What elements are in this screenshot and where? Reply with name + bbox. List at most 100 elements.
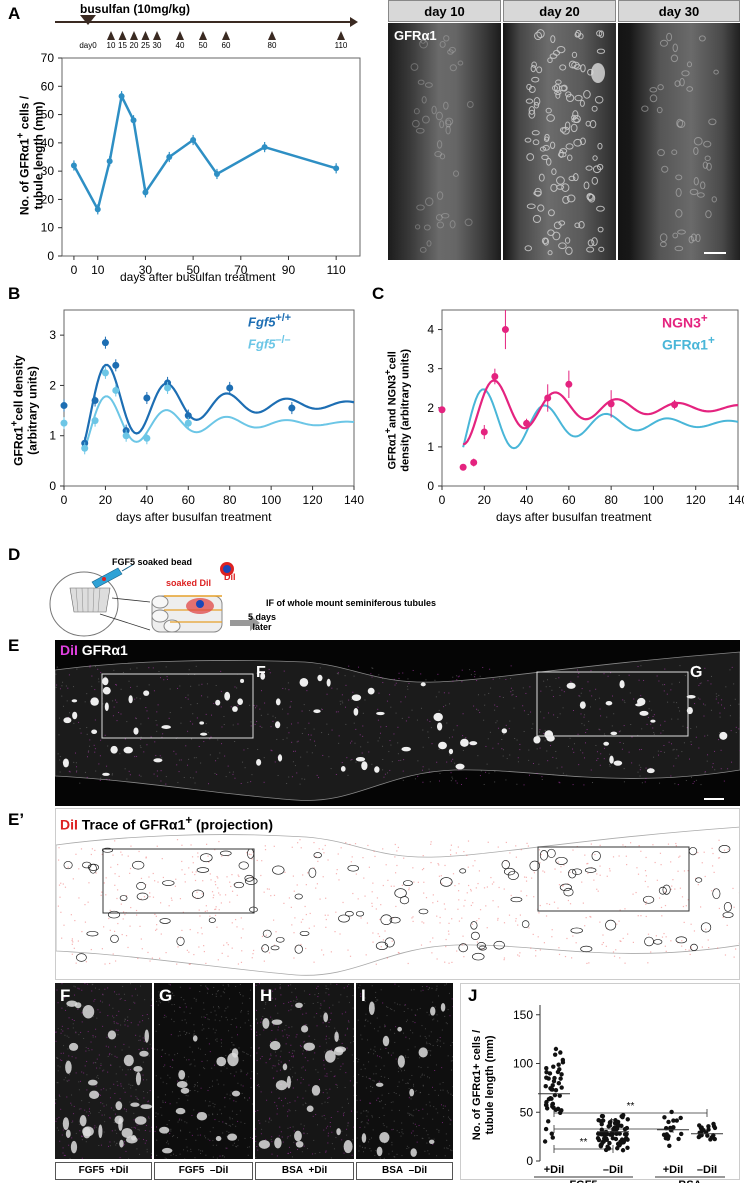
speckle bbox=[73, 1105, 75, 1107]
speckle bbox=[559, 694, 561, 696]
speckle bbox=[276, 1070, 278, 1072]
speckle bbox=[59, 1059, 61, 1061]
speckle bbox=[205, 1154, 207, 1156]
dil-speckle bbox=[640, 915, 642, 917]
speckle bbox=[154, 1130, 156, 1132]
dil-speckle bbox=[175, 878, 177, 880]
dil-speckle bbox=[221, 855, 223, 857]
dil-speckle bbox=[151, 957, 153, 959]
speckle bbox=[664, 684, 666, 686]
speckle bbox=[474, 673, 476, 675]
speckle bbox=[57, 1082, 59, 1084]
cell-marker bbox=[558, 242, 567, 250]
dil-speckle bbox=[161, 858, 163, 860]
speckle bbox=[63, 1052, 65, 1054]
speckle bbox=[382, 758, 384, 760]
speckle bbox=[283, 1003, 285, 1005]
speckle bbox=[162, 1081, 164, 1083]
dil-speckle bbox=[125, 895, 128, 897]
speckle bbox=[497, 743, 499, 745]
dil-speckle bbox=[498, 886, 500, 889]
busulfan-label: busulfan (10mg/kg) bbox=[80, 2, 191, 16]
speckle bbox=[551, 689, 553, 691]
speckle bbox=[282, 1105, 284, 1107]
speckle bbox=[287, 713, 289, 715]
data-point bbox=[130, 117, 137, 124]
speckle bbox=[545, 686, 547, 688]
speckle bbox=[209, 754, 211, 756]
speckle bbox=[328, 1037, 330, 1039]
speckle bbox=[89, 1108, 91, 1110]
speckle bbox=[572, 784, 574, 786]
speckle bbox=[217, 990, 219, 992]
scale-bar-e bbox=[704, 798, 724, 800]
speckle bbox=[338, 1039, 340, 1041]
speckle bbox=[578, 672, 580, 674]
speckle bbox=[432, 1118, 434, 1120]
speckle bbox=[162, 1049, 164, 1051]
dil-speckle bbox=[113, 930, 116, 932]
dil-speckle bbox=[237, 963, 240, 965]
speckle bbox=[210, 1011, 212, 1013]
dil-speckle bbox=[411, 917, 413, 919]
speckle bbox=[401, 1131, 403, 1133]
cell-marker bbox=[705, 210, 712, 219]
cell-trace bbox=[722, 911, 734, 918]
speckle bbox=[396, 1003, 398, 1005]
gfra1-cell bbox=[224, 691, 231, 701]
dil-speckle bbox=[190, 844, 192, 846]
speckle bbox=[506, 758, 508, 760]
speckle bbox=[274, 988, 276, 990]
speckle bbox=[334, 1027, 336, 1029]
speckle bbox=[218, 1007, 220, 1009]
data-point bbox=[624, 1125, 630, 1131]
dil-speckle bbox=[543, 871, 546, 873]
dil-speckle bbox=[638, 845, 640, 847]
gfra1-cell bbox=[343, 1140, 353, 1154]
speckle bbox=[408, 1114, 410, 1116]
data-point bbox=[122, 432, 130, 440]
speckle bbox=[421, 769, 423, 771]
speckle bbox=[164, 1157, 166, 1159]
cell-trace bbox=[559, 883, 572, 892]
dil-speckle bbox=[325, 897, 327, 899]
speckle bbox=[343, 987, 345, 989]
speckle bbox=[375, 1073, 377, 1075]
cell-trace bbox=[402, 880, 413, 887]
speckle bbox=[422, 1085, 424, 1087]
speckle bbox=[129, 668, 131, 670]
speckle bbox=[587, 681, 589, 683]
cell-marker bbox=[441, 212, 450, 219]
speckle bbox=[512, 693, 514, 695]
dil-speckle bbox=[439, 916, 441, 919]
speckle bbox=[330, 1070, 332, 1072]
dil-speckle bbox=[114, 960, 117, 962]
data-point bbox=[81, 444, 89, 452]
dil-speckle bbox=[218, 909, 220, 911]
speckle bbox=[360, 746, 362, 748]
speckle bbox=[452, 676, 454, 678]
x-tick-label: 0 bbox=[439, 493, 446, 507]
speckle bbox=[398, 1067, 400, 1069]
dil-speckle bbox=[412, 916, 414, 918]
speckle bbox=[62, 681, 64, 683]
speckle bbox=[479, 675, 481, 677]
speckle bbox=[437, 1044, 439, 1046]
speckle bbox=[603, 733, 605, 735]
speckle bbox=[308, 1084, 310, 1086]
speckle bbox=[714, 750, 716, 752]
speckle bbox=[336, 1030, 338, 1032]
speckle bbox=[405, 1082, 407, 1084]
speckle bbox=[394, 1032, 396, 1034]
speckle bbox=[60, 1108, 62, 1110]
speckle bbox=[206, 1060, 208, 1062]
cell-marker bbox=[574, 94, 583, 102]
speckle bbox=[229, 1094, 231, 1096]
gfra1-cell bbox=[62, 758, 69, 768]
speckle bbox=[311, 1042, 313, 1044]
dil-speckle bbox=[365, 954, 367, 956]
speckle bbox=[57, 1028, 59, 1030]
dil-speckle bbox=[305, 913, 307, 916]
speckle bbox=[87, 751, 89, 753]
speckle bbox=[160, 1077, 162, 1079]
